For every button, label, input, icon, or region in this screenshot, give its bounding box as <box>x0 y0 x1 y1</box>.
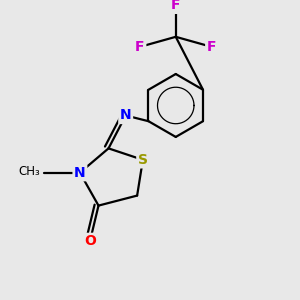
Text: F: F <box>135 40 145 54</box>
Text: CH₃: CH₃ <box>18 165 40 178</box>
Text: S: S <box>138 153 148 167</box>
Text: F: F <box>207 40 216 54</box>
Text: F: F <box>171 0 181 12</box>
Text: O: O <box>84 234 96 248</box>
Text: N: N <box>120 109 131 122</box>
Text: N: N <box>74 166 86 180</box>
